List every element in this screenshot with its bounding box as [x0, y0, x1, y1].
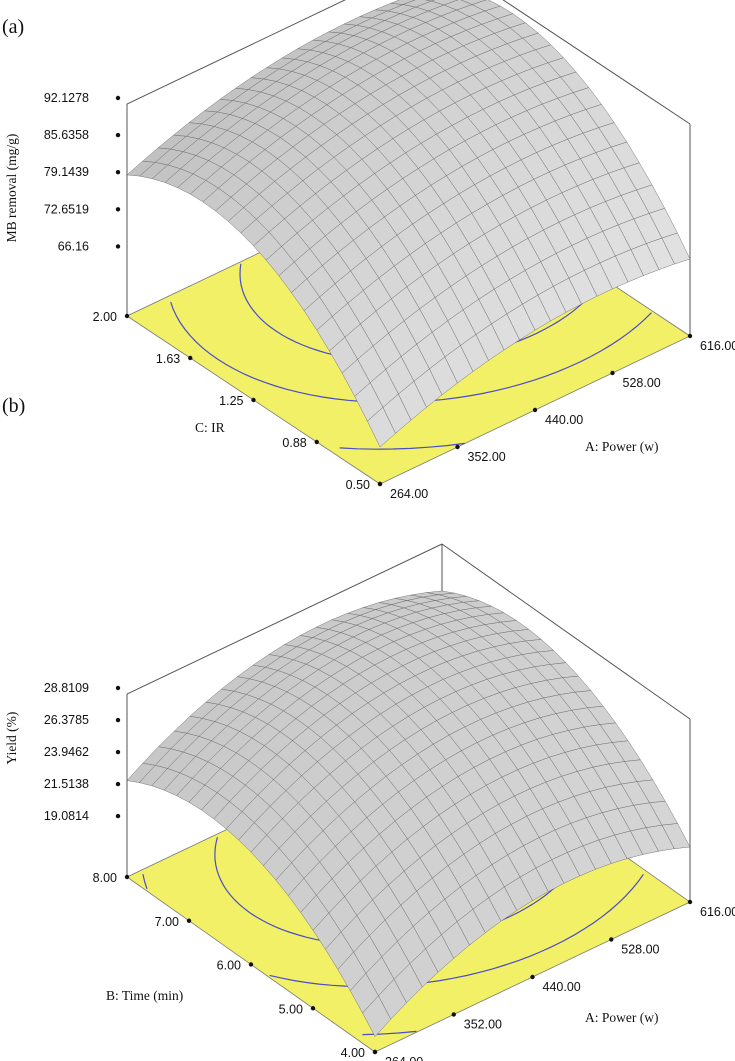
y-tick-label: 5.00 [279, 1002, 303, 1016]
y-tick-label: 2.00 [93, 310, 117, 324]
z-tick-label: 21.5138 [44, 777, 89, 791]
box-edge [126, 0, 346, 105]
z-tick-label: 85.6358 [44, 128, 89, 142]
panel-b: (b) 19.081421.513823.946226.378528.8109 … [2, 395, 735, 1061]
y-tick-mark [124, 313, 130, 319]
z-axis-label-b: Yield (%) [4, 712, 19, 765]
box-edge [502, 0, 691, 125]
z-tick-mark [115, 95, 121, 101]
x-tick-mark [451, 1012, 456, 1017]
y-tick-label: 8.00 [93, 871, 117, 885]
x-tick-label: 528.00 [623, 376, 661, 390]
x-tick-mark [610, 370, 615, 376]
box-edge [126, 543, 443, 695]
y-tick-label: 7.00 [155, 915, 179, 929]
y-tick-label: 0.88 [282, 436, 306, 450]
z-tick-label: 28.8109 [44, 681, 89, 695]
y-tick-mark [310, 1006, 316, 1011]
x-tick-mark [455, 444, 460, 450]
z-tick-mark [115, 132, 121, 138]
z-tick-mark [115, 749, 121, 755]
y-tick-mark [251, 397, 256, 403]
x-axis-label-a: A: Power (w) [585, 439, 659, 454]
contour-line [339, 442, 465, 450]
panel-label-a: (a) [2, 16, 24, 38]
response-surface-a [126, 0, 691, 448]
x-tick-label: 528.00 [621, 943, 659, 957]
contour-line [362, 1030, 417, 1036]
x-tick-mark [687, 899, 693, 905]
z-tick-mark [115, 170, 121, 175]
y-tick-mark [248, 962, 254, 967]
z-axis-label-a: MB removal (mg/g) [4, 134, 19, 243]
y-tick-mark [188, 355, 193, 361]
z-tick-label: 23.9462 [44, 745, 89, 759]
y-tick-label: 1.25 [219, 394, 243, 408]
x-ticks-b: 264.00 352.00 440.00 528.00 616.00 [372, 899, 735, 1061]
surface-facet [362, 995, 392, 1037]
z-tick-mark [115, 207, 121, 212]
x-tick-label: 352.00 [464, 1018, 502, 1032]
y-tick-mark [186, 918, 192, 923]
z-tick-label: 79.1439 [44, 165, 89, 179]
x-tick-label: 616.00 [700, 339, 735, 353]
z-tick-mark [115, 813, 121, 819]
x-tick-label: 352.00 [468, 450, 506, 464]
x-tick-mark [532, 407, 538, 413]
y-tick-mark [314, 439, 319, 445]
x-axis-label-b: A: Power (w) [585, 1010, 659, 1025]
z-tick-label: 66.16 [58, 239, 89, 253]
x-tick-label: 616.00 [700, 905, 735, 919]
x-tick-mark [687, 333, 693, 339]
x-tick-label: 440.00 [545, 413, 583, 427]
x-tick-label: 440.00 [543, 980, 581, 994]
z-tick-label: 72.6519 [44, 202, 89, 216]
contour-line [142, 873, 644, 988]
y-axis-label-a: C: IR [195, 420, 225, 435]
z-tick-label: 19.0814 [44, 809, 89, 823]
panel-label-b: (b) [2, 395, 25, 417]
y-tick-label: 0.50 [346, 478, 370, 492]
y-axis-label-b: B: Time (min) [106, 988, 183, 1003]
z-ticks-a: 66.16 72.6519 79.1439 85.6358 92.1278 [44, 91, 128, 316]
z-tick-mark [115, 717, 121, 723]
x-tick-mark [377, 481, 383, 487]
z-tick-label: 92.1278 [44, 91, 89, 105]
x-tick-label: 264.00 [390, 487, 428, 501]
y-tick-label: 6.00 [217, 959, 241, 973]
response-surface-b [126, 590, 691, 1037]
z-tick-mark [115, 685, 121, 691]
y-tick-mark [124, 874, 130, 880]
z-tick-mark [115, 244, 121, 249]
y-tick-label: 4.00 [341, 1046, 365, 1060]
x-tick-label: 264.00 [385, 1055, 423, 1061]
y-tick-label: 1.63 [156, 352, 180, 366]
z-tick-label: 26.3785 [44, 713, 89, 727]
surface-facet [367, 407, 396, 448]
panel-a: (a) 66.16 72.6519 79.1439 85.6358 92.1278 0.… [2, 0, 735, 501]
x-tick-mark [609, 937, 614, 942]
x-tick-mark [530, 974, 535, 980]
x-ticks-a: 264.00 352.00 440.00 528.00 616.00 [377, 333, 735, 501]
x-tick-mark [372, 1049, 378, 1055]
y-ticks-b: 4.00 5.00 6.00 7.00 8.00 [93, 871, 378, 1060]
z-tick-mark [115, 781, 121, 787]
z-ticks-b: 19.0814 21.5138 23.9462 26.3785 28.8109 [44, 681, 128, 877]
box-edge [441, 543, 691, 720]
